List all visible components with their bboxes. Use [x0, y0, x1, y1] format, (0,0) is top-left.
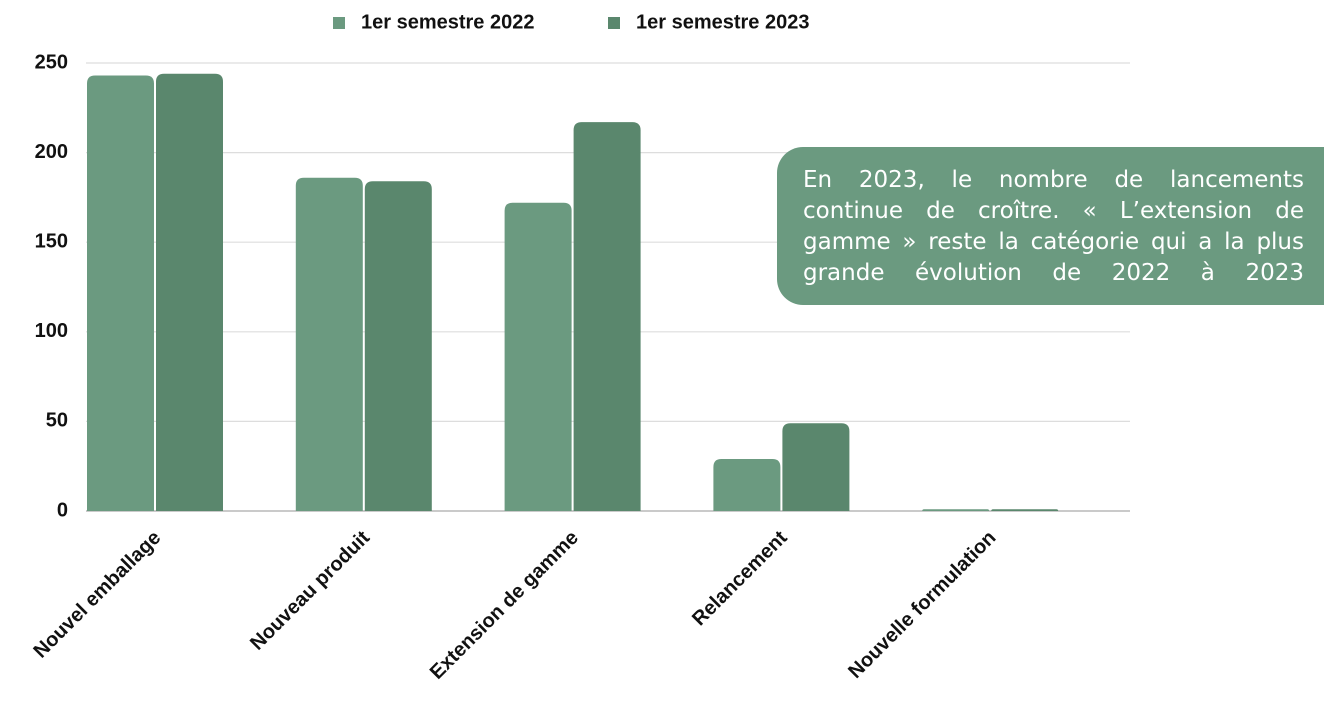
bar: [364, 181, 432, 511]
y-tick-label: 200: [35, 141, 68, 163]
bar: [156, 73, 223, 511]
x-tick-label: Nouvel emballage: [29, 527, 165, 663]
x-tick-label: Nouvelle formulation: [844, 527, 1000, 683]
bar: [713, 459, 781, 511]
bar: [573, 122, 641, 512]
bar: [295, 177, 363, 512]
bar: [782, 423, 850, 511]
bar: [87, 75, 154, 511]
y-tick-label: 150: [35, 230, 68, 252]
bar: [991, 509, 1059, 511]
annotation: En 2023, le nombre de lancements continu…: [777, 147, 1324, 305]
legend-swatch: [608, 17, 620, 29]
legend-swatch: [333, 17, 345, 29]
y-tick-label: 50: [46, 410, 68, 432]
bar: [504, 202, 572, 511]
legend-label: 1er semestre 2022: [361, 11, 534, 33]
bar: [922, 509, 990, 511]
x-tick-label: Nouveau produit: [246, 526, 374, 654]
y-tick-label: 100: [35, 320, 68, 342]
legend-label: 1er semestre 2023: [636, 11, 809, 33]
x-tick-label: Extension de gamme: [426, 527, 583, 684]
x-tick-label: Relancement: [688, 526, 792, 630]
y-tick-label: 250: [35, 51, 68, 73]
y-tick-label: 0: [57, 499, 68, 521]
